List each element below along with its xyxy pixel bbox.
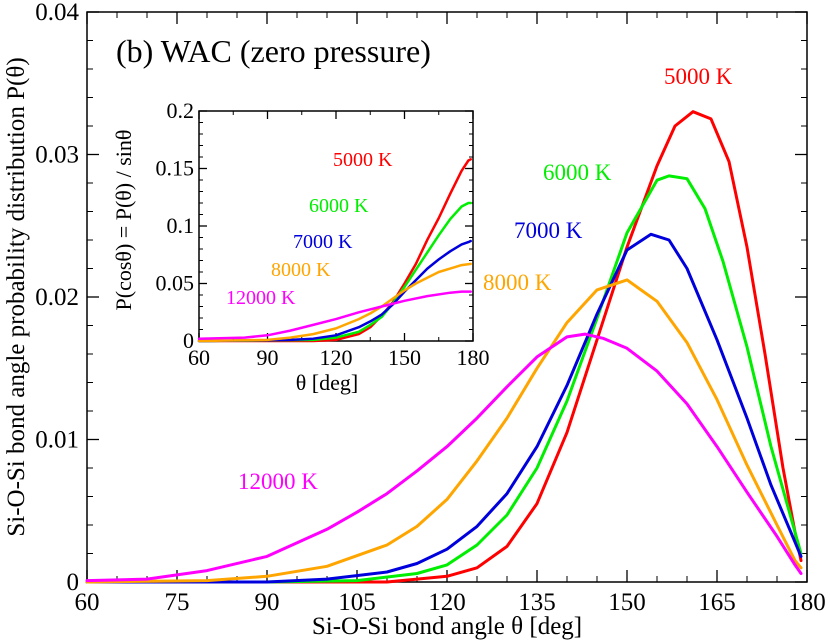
inset-y-tick-label: 0.2 [167,98,195,123]
inset-x-tick-label: 150 [388,345,421,370]
main-x-tick-label: 75 [165,589,190,616]
main-series-line-12000k [85,332,803,583]
label-6000k: 6000 K [543,160,612,185]
inset-x-tick-label: 120 [320,345,353,370]
inset-y-tick-label: 0.05 [156,271,195,296]
main-x-tick-label: 135 [518,589,556,616]
main-series-line-6000k [85,174,803,584]
label-8000k: 8000 K [483,270,552,295]
main-y-axis-title: Si-O-Si bond angle probability distribut… [3,57,30,536]
main-x-tick-label: 180 [788,589,826,616]
inset-series-line-7000k [197,239,472,343]
main-x-tick-label: 165 [698,589,736,616]
main-y-tick-label: 0 [67,569,80,596]
inset-x-tick-label: 90 [257,345,279,370]
main-axes-ticks: 60 75 90 105 120 135 150 165 180 0 0.01 0.02 0.03 0.0… [35,0,826,616]
inset-label-6000k: 6000 K [309,195,369,217]
main-x-tick-label: 120 [428,589,466,616]
main-y-tick-label: 0.02 [35,284,79,311]
inset-x-tick-label: 180 [457,345,490,370]
inset-label-5000k: 5000 K [333,149,393,171]
main-x-axis-title: Si-O-Si bond angle θ [deg] [312,613,582,640]
main-series-group [85,110,803,584]
inset-y-tick-label: 0 [183,328,194,353]
inset-label-8000k: 8000 K [271,259,331,281]
inset-series-line-5000k [197,158,472,343]
inset-x-axis-title: θ [deg] [296,370,358,395]
main-y-tick-label: 0.01 [35,427,79,454]
inset-y-tick-label: 0.15 [156,156,195,181]
label-12000k: 12000 K [238,469,318,494]
main-y-tick-label: 0.04 [35,0,79,26]
inset-series-line-8000k [197,262,472,343]
inset-series-group [197,158,472,343]
main-panel-title: (b) WAC (zero pressure) [116,33,431,69]
inset-y-tick-label: 0.1 [167,213,195,238]
inset-y-axis-title: P(cosθ) = P(θ) / sinθ [111,130,136,311]
inset-label-12000k: 12000 K [226,287,296,309]
inset-series-line-6000k [197,201,472,343]
main-x-tick-label: 105 [338,589,376,616]
label-7000k: 7000 K [514,218,583,243]
inset-axes-ticks: 60 90 120 150 180 0 0.05 0.1 0.15 0.2 [156,98,490,370]
inset-series-line-12000k [197,290,472,340]
label-5000k: 5000 K [664,64,733,89]
main-series-line-7000k [85,232,803,584]
main-y-tick-label: 0.03 [35,142,79,169]
main-x-tick-label: 150 [608,589,646,616]
inset-label-7000k: 7000 K [293,231,353,253]
main-x-tick-label: 90 [255,589,280,616]
inset-x-tick-label: 60 [188,345,210,370]
main-x-tick-label: 60 [75,589,100,616]
